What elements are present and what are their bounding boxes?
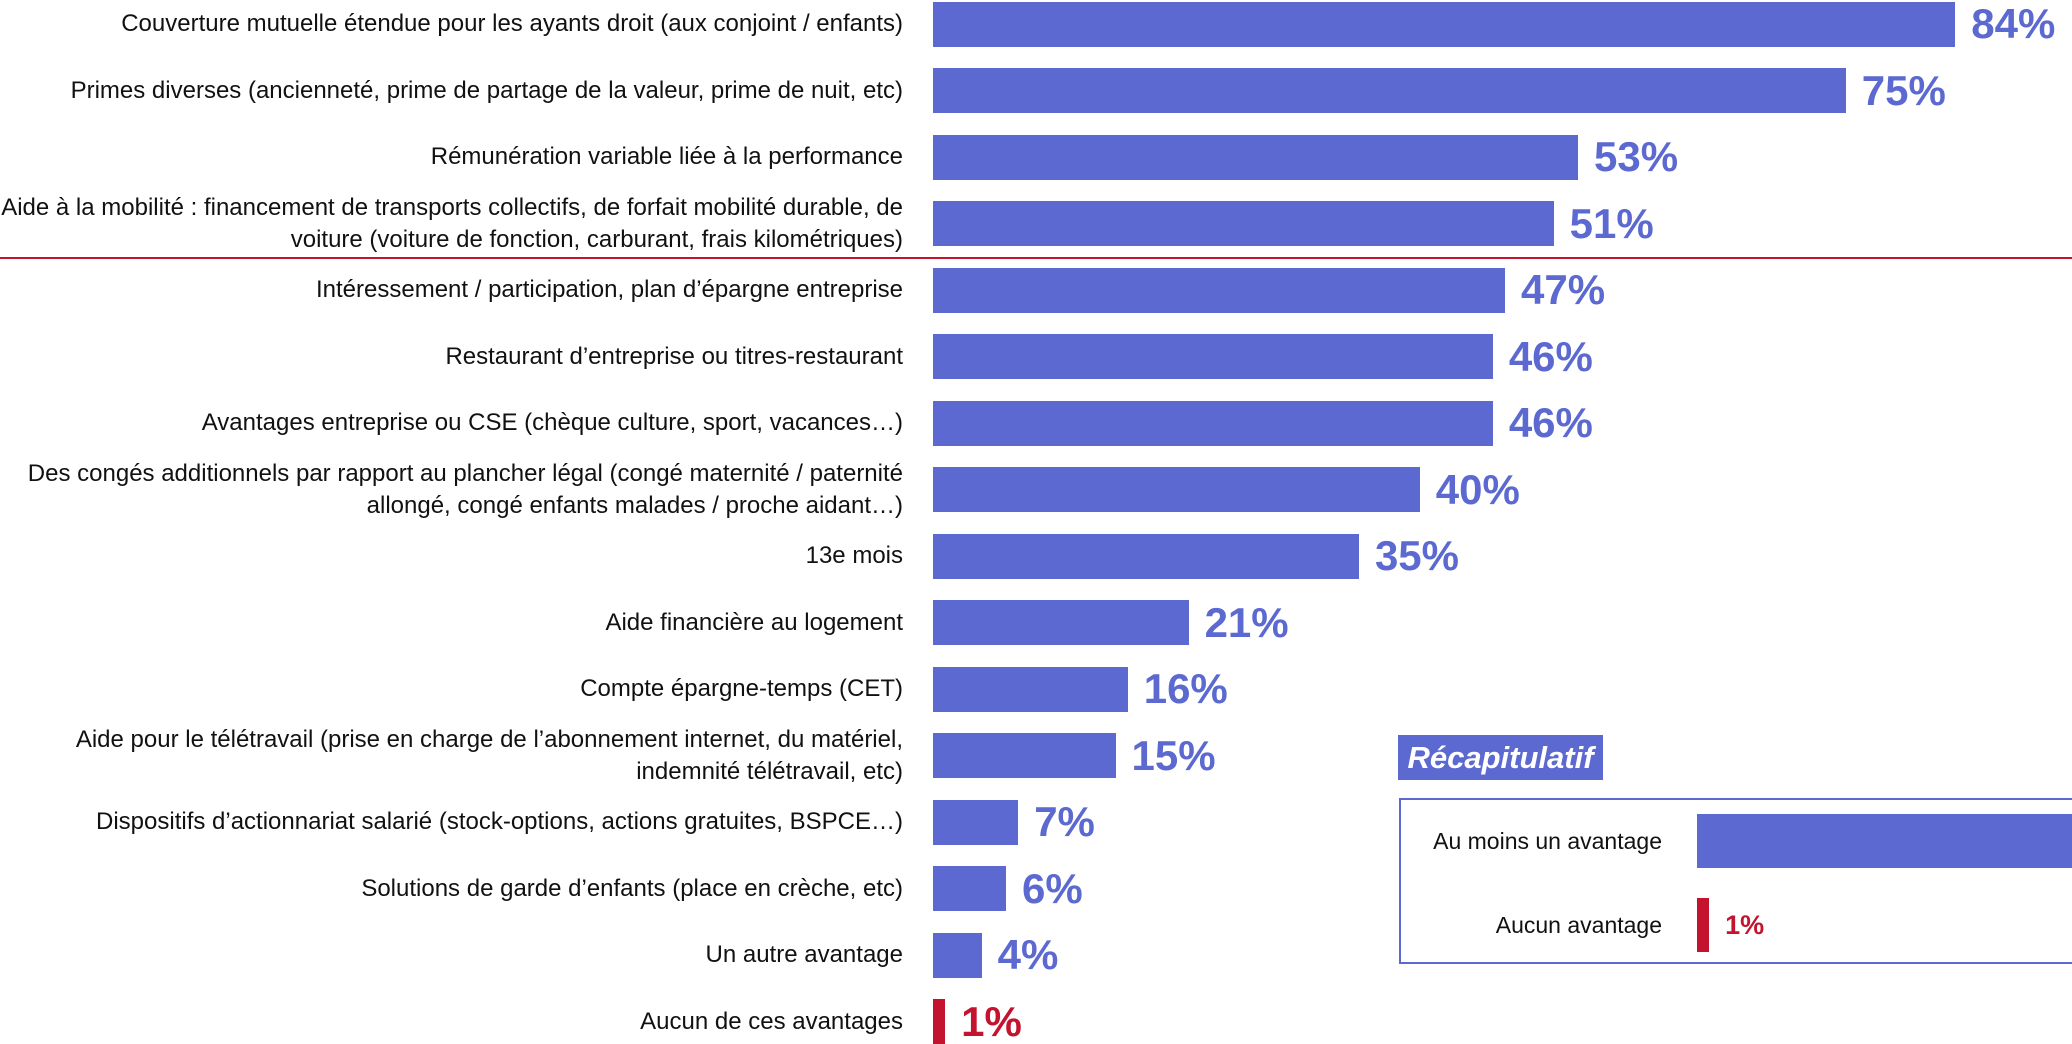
category-label: Aide pour le télétravail (prise en charg… <box>75 725 903 785</box>
category-label: Restaurant d’entreprise ou titres-restau… <box>445 342 903 370</box>
bar <box>933 866 1007 911</box>
category-label: Solutions de garde d’enfants (place en c… <box>361 874 903 902</box>
bar <box>933 799 1019 845</box>
category-label: Primes diverses (ancienneté, prime de pa… <box>70 76 903 104</box>
category-label: 13e mois <box>805 542 903 569</box>
value-label: 35% <box>1374 532 1459 579</box>
category-label: Un autre avantage <box>705 941 903 968</box>
category-label: Dispositifs d’actionnariat salarié (stoc… <box>96 808 903 835</box>
value-label: 53% <box>1594 133 1679 180</box>
value-label: 15% <box>1131 731 1216 779</box>
value-label: 1% <box>1725 910 1765 940</box>
category-label: Rémunération variable liée à la performa… <box>430 143 903 170</box>
bar <box>933 533 1359 579</box>
category-label: Aide à la mobilité : financement de tran… <box>1 193 903 253</box>
value-label: 16% <box>1143 665 1228 712</box>
bar <box>933 733 1116 778</box>
value-label: 4% <box>997 931 1059 978</box>
category-label: Au moins un avantage <box>1433 828 1662 854</box>
value-label: 46% <box>1508 332 1593 380</box>
bar <box>933 134 1578 180</box>
value-label: 6% <box>1022 864 1083 912</box>
category-label: Avantages entreprise ou CSE (chèque cult… <box>201 409 903 436</box>
bar <box>933 600 1189 645</box>
value-label: 7% <box>1034 798 1095 845</box>
bar <box>933 400 1493 446</box>
summary-title: Récapitulatif <box>1398 735 1603 780</box>
value-label: 84% <box>1971 0 2056 47</box>
bar <box>933 201 1554 246</box>
category-label: Aide financière au logement <box>605 608 903 636</box>
bar <box>933 1 1956 47</box>
value-label: 47% <box>1520 266 1606 313</box>
category-label: Intéressement / participation, plan d’ép… <box>315 276 903 303</box>
separator-line <box>0 257 2072 259</box>
bar <box>933 932 982 978</box>
value-label: 75% <box>1861 66 1946 114</box>
bar <box>933 68 1846 113</box>
value-label: 40% <box>1435 465 1520 513</box>
category-label: Aucun de ces avantages <box>640 1007 903 1035</box>
bar <box>1697 898 1710 952</box>
category-label: Aucun avantage <box>1495 912 1662 938</box>
bar <box>933 334 1493 379</box>
value-label: 1% <box>961 997 1022 1044</box>
category-label: Des congés additionnels par rapport au p… <box>27 459 903 519</box>
summary-box <box>1399 798 2072 964</box>
value-label: 46% <box>1508 399 1593 446</box>
bar <box>933 267 1505 313</box>
category-label: Couverture mutuelle étendue pour les aya… <box>121 10 903 37</box>
bar <box>933 666 1128 712</box>
bar <box>933 467 1420 512</box>
bar <box>933 999 946 1044</box>
value-label: 51% <box>1569 199 1654 247</box>
bar <box>1697 814 2072 868</box>
category-label: Compte épargne-temps (CET) <box>580 675 903 702</box>
value-label: 21% <box>1204 598 1289 646</box>
